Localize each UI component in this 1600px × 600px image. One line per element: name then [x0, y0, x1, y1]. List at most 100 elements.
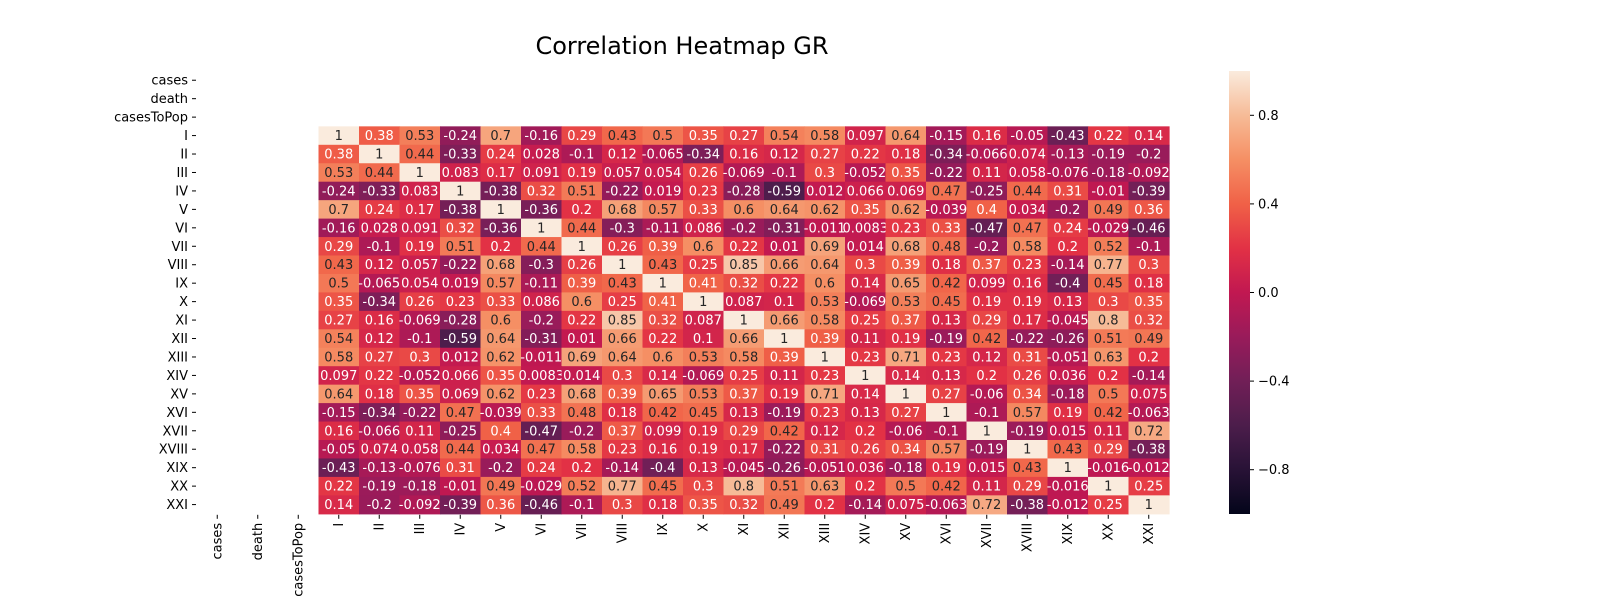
cell-value-label: -0.2 [974, 240, 999, 255]
cell-value-label: 0.29 [324, 240, 353, 255]
cell-value-label: 0.22 [324, 480, 353, 495]
heatmap-cell [521, 126, 563, 146]
cell-value-label: 1 [578, 240, 586, 255]
heatmap-cell [359, 237, 401, 257]
cell-value-label: 0.45 [648, 480, 677, 495]
cell-value-label: -0.2 [1055, 203, 1080, 218]
heatmap-cell [440, 310, 482, 330]
heatmap-cell [723, 495, 765, 515]
cell-value-label: 0.23 [851, 350, 880, 365]
heatmap-cell [845, 126, 887, 146]
cell-value-label: -0.076 [399, 461, 441, 476]
cell-value-label: 0.23 [1013, 258, 1042, 273]
heatmap-cell [723, 366, 765, 386]
cell-value-label: 0.58 [810, 129, 839, 144]
cell-value-label: 0.51 [567, 184, 596, 199]
heatmap-cell [602, 347, 644, 367]
heatmap-cell [1007, 218, 1049, 238]
heatmap-cell [642, 126, 684, 146]
y-tick-label: XIII [168, 350, 188, 365]
heatmap-cell [723, 237, 765, 257]
heatmap-cell [1047, 181, 1089, 201]
heatmap-cell [480, 218, 522, 238]
heatmap-cell [521, 255, 563, 275]
heatmap-cell [642, 200, 684, 220]
cell-value-label: -0.38 [1010, 498, 1044, 513]
heatmap-cell [521, 403, 563, 423]
cell-value-label: 0.47 [932, 184, 961, 199]
heatmap-cell [602, 273, 644, 293]
cell-value-label: 0.075 [1130, 387, 1167, 402]
heatmap-cell [1128, 292, 1170, 312]
heatmap-cell [764, 458, 806, 478]
cell-value-label: -0.13 [362, 461, 396, 476]
cell-value-label: -0.14 [848, 498, 882, 513]
cell-value-label: 0.6 [693, 240, 714, 255]
heatmap-cell [804, 366, 846, 386]
cell-value-label: 0.2 [490, 240, 511, 255]
cell-value-label: 0.48 [932, 240, 961, 255]
cell-value-label: 0.2 [976, 369, 997, 384]
cell-value-label: 0.13 [729, 406, 758, 421]
cell-value-label: -0.045 [723, 461, 765, 476]
heatmap-cell [1007, 292, 1049, 312]
cell-value-label: 0.35 [891, 166, 920, 181]
heatmap-cell [764, 144, 806, 164]
heatmap-cell [399, 181, 441, 201]
heatmap-cell [602, 495, 644, 515]
cell-value-label: 0.3 [693, 480, 714, 495]
cell-value-label: 0.014 [847, 240, 884, 255]
heatmap-cell [966, 237, 1008, 257]
cell-value-label: 0.058 [1009, 166, 1046, 181]
cell-value-label: 0.2 [814, 498, 835, 513]
heatmap-cell [845, 347, 887, 367]
cell-value-label: 0.034 [1009, 203, 1046, 218]
heatmap-cell [926, 366, 968, 386]
cell-value-label: 0.34 [1013, 387, 1042, 402]
cell-value-label: -0.16 [524, 129, 558, 144]
cell-value-label: -0.14 [1132, 369, 1166, 384]
x-tick-label: II [373, 523, 388, 531]
cell-value-label: -0.1 [934, 424, 959, 439]
x-tick-label: X [697, 523, 712, 532]
heatmap-cell [602, 366, 644, 386]
heatmap-cell [1088, 384, 1130, 404]
heatmap-cell [966, 163, 1008, 183]
heatmap-cell [440, 218, 482, 238]
cell-value-label: -0.4 [1055, 277, 1080, 292]
heatmap-cell [480, 476, 522, 496]
heatmap-cell [399, 237, 441, 257]
heatmap-cell [521, 163, 563, 183]
cell-value-label: 0.36 [486, 498, 515, 513]
cell-value-label: 0.015 [1049, 424, 1086, 439]
heatmap-cell [926, 421, 968, 441]
cell-value-label: 0.14 [324, 498, 353, 513]
cell-value-label: -0.19 [929, 332, 963, 347]
heatmap-cell [764, 310, 806, 330]
cell-value-label: 0.52 [1094, 240, 1123, 255]
x-tick-label: XI [737, 523, 752, 536]
heatmap-cell [561, 237, 603, 257]
heatmap-cell [359, 163, 401, 183]
cell-value-label: -0.1 [367, 240, 392, 255]
cell-value-label: 0.19 [567, 166, 596, 181]
heatmap-cell [480, 384, 522, 404]
heatmap-cell [683, 144, 725, 164]
cell-value-label: -0.052 [844, 166, 886, 181]
heatmap-cell [926, 310, 968, 330]
heatmap-cell [359, 476, 401, 496]
cell-value-label: -0.092 [1128, 166, 1170, 181]
cell-value-label: -0.25 [443, 424, 477, 439]
heatmap-cell [440, 126, 482, 146]
cell-value-label: 0.19 [972, 295, 1001, 310]
cell-value-label: 0.51 [446, 240, 475, 255]
heatmap-cell [1047, 292, 1089, 312]
heatmap-cell [1007, 366, 1049, 386]
heatmap-cell [683, 310, 725, 330]
y-tick-label: II [180, 148, 188, 163]
heatmap-cell [885, 255, 927, 275]
heatmap-cell [359, 273, 401, 293]
cell-value-label: 0.11 [972, 480, 1001, 495]
cell-value-label: -0.2 [367, 498, 392, 513]
heatmap-cell [1047, 273, 1089, 293]
